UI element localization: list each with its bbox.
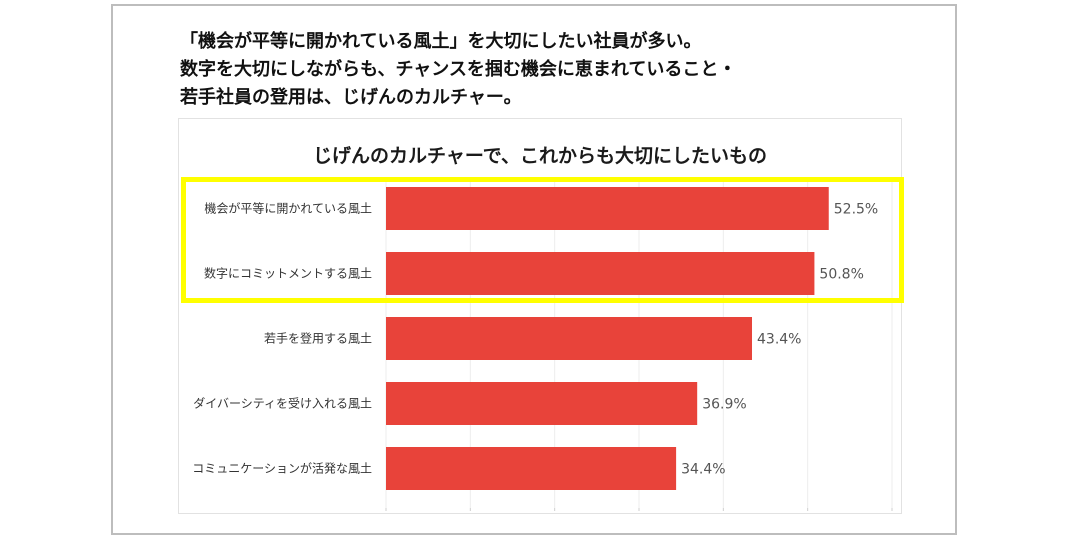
headline-line-3: 若手社員の登用は、じげんのカルチャー。 bbox=[180, 87, 522, 108]
value-label-2: 50.8% bbox=[819, 267, 863, 283]
highlight-box bbox=[181, 177, 904, 303]
category-label-4: ダイバーシティを受け入れる風土 bbox=[193, 396, 372, 411]
bar-2 bbox=[386, 252, 815, 295]
bar-3 bbox=[386, 317, 753, 360]
category-label-1: 機会が平等に開かれている風土 bbox=[204, 201, 372, 216]
category-label-2: 数字にコミットメントする風土 bbox=[204, 266, 372, 281]
headline: 「機会が平等に開かれている風土」を大切にしたい社員が多い。 数字を大切にしながら… bbox=[180, 28, 880, 112]
value-label-4: 36.9% bbox=[702, 397, 746, 413]
value-label-3: 43.4% bbox=[757, 332, 801, 348]
bar-4 bbox=[386, 382, 698, 425]
headline-line-2: 数字を大切にしながらも、チャンスを掴む機会に恵まれていること・ bbox=[180, 59, 737, 80]
category-label-5: コミュニケーションが活発な風土 bbox=[192, 461, 372, 476]
bar-1 bbox=[386, 187, 829, 230]
value-label-5: 34.4% bbox=[681, 462, 725, 478]
headline-line-1: 「機会が平等に開かれている風土」を大切にしたい社員が多い。 bbox=[180, 31, 702, 52]
bar-5 bbox=[386, 447, 677, 490]
category-label-3: 若手を登用する風土 bbox=[264, 331, 372, 346]
chart-title: じげんのカルチャーで、これからも大切にしたいもの bbox=[313, 145, 767, 167]
value-label-1: 52.5% bbox=[834, 202, 878, 218]
